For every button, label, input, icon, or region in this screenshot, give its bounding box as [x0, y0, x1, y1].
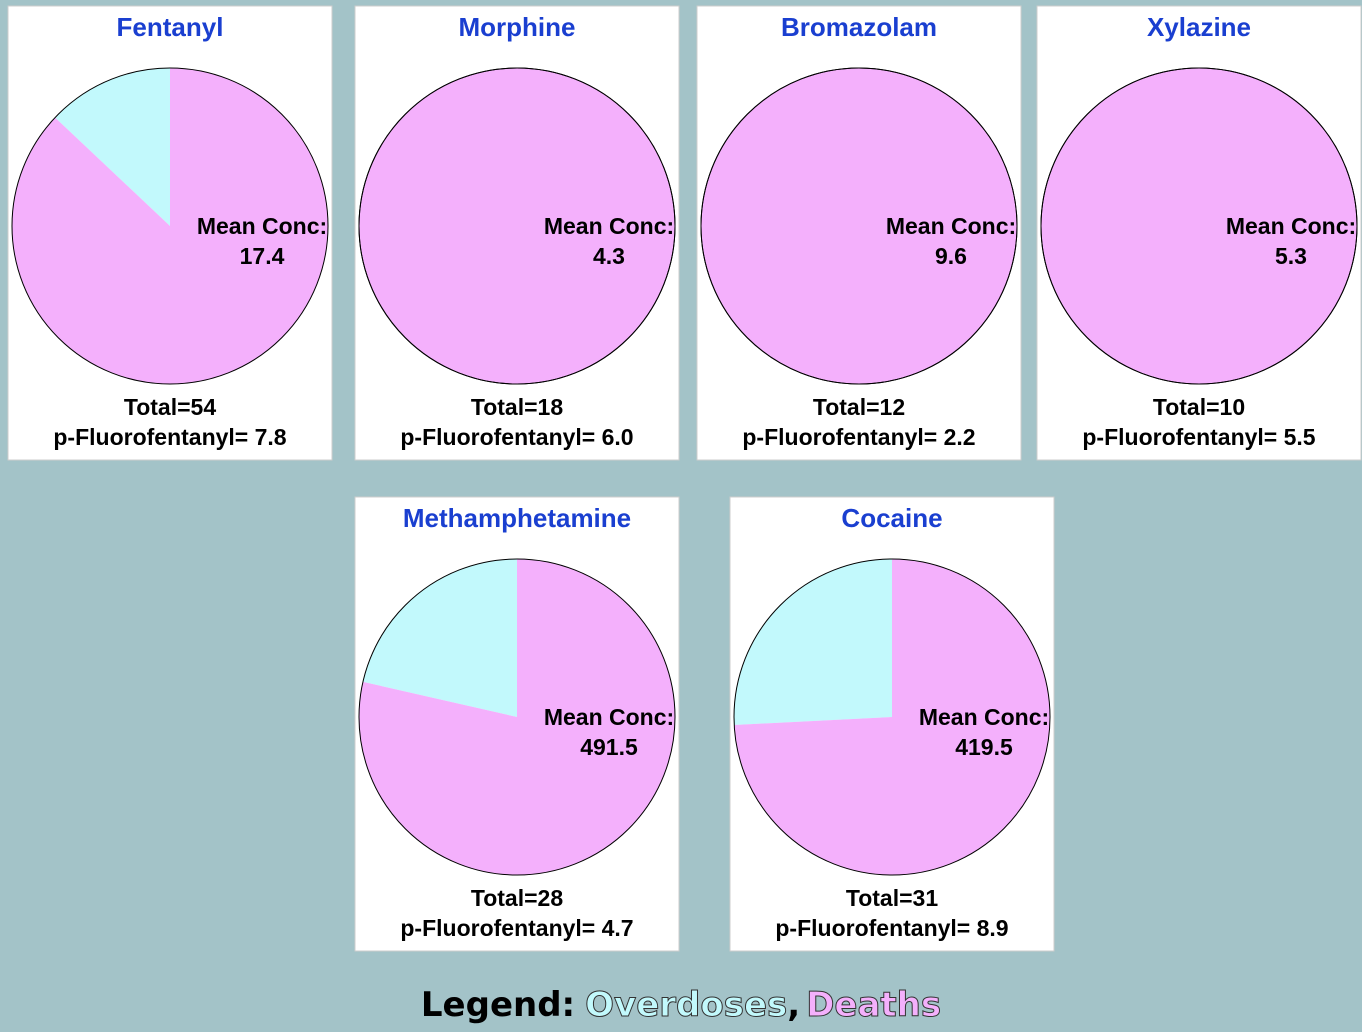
footer-label: p-Fluorofentanyl= 4.7 [400, 915, 633, 941]
pie-slice [734, 559, 1051, 875]
total-label: Total=10 [1153, 394, 1245, 420]
footer-label: p-Fluorofentanyl= 8.9 [775, 915, 1008, 941]
chart-title: Bromazolam [781, 12, 937, 42]
pie-outline [358, 67, 676, 385]
pie-slice [359, 559, 676, 875]
mean-conc-label: Mean Conc: [544, 704, 674, 730]
pie-slice [11, 68, 328, 385]
chart-title: Cocaine [841, 503, 942, 533]
mean-conc-label: Mean Conc: [544, 213, 674, 239]
legend-item: Deaths [806, 985, 941, 1025]
mean-conc-label: Mean Conc: [919, 704, 1049, 730]
mean-conc-value: 419.5 [955, 734, 1013, 760]
pie-slice [734, 559, 892, 726]
pie-outline [358, 558, 676, 876]
pie-slice [55, 68, 170, 226]
mean-conc-label: Mean Conc: [197, 213, 327, 239]
footer-label: p-Fluorofentanyl= 5.5 [1082, 424, 1315, 450]
total-label: Total=54 [124, 394, 216, 420]
chart-title: Fentanyl [117, 12, 224, 42]
total-label: Total=31 [846, 885, 938, 911]
chart-title: Methamphetamine [403, 503, 631, 533]
total-label: Total=12 [813, 394, 905, 420]
total-label: Total=28 [471, 885, 563, 911]
pie-outline [700, 67, 1018, 385]
chart-title: Xylazine [1147, 12, 1251, 42]
legend-item: Overdoses [585, 985, 787, 1025]
pie-outline [11, 67, 329, 385]
mean-conc-value: 4.3 [593, 243, 625, 269]
mean-conc-value: 5.3 [1275, 243, 1307, 269]
legend-label: Legend: [421, 985, 575, 1025]
total-label: Total=18 [471, 394, 563, 420]
mean-conc-label: Mean Conc: [886, 213, 1016, 239]
pie-outline [733, 558, 1051, 876]
chart-title: Morphine [459, 12, 576, 42]
footer-label: p-Fluorofentanyl= 2.2 [742, 424, 975, 450]
footer-label: p-Fluorofentanyl= 6.0 [400, 424, 633, 450]
pie-outline [1040, 67, 1358, 385]
footer-label: p-Fluorofentanyl= 7.8 [53, 424, 286, 450]
legend-separator: , [787, 985, 800, 1025]
pie-slice [362, 559, 517, 717]
legend: Legend: Overdoses, Deaths [421, 985, 941, 1025]
mean-conc-label: Mean Conc: [1226, 213, 1356, 239]
mean-conc-value: 17.4 [240, 243, 285, 269]
mean-conc-value: 491.5 [580, 734, 638, 760]
mean-conc-value: 9.6 [935, 243, 967, 269]
